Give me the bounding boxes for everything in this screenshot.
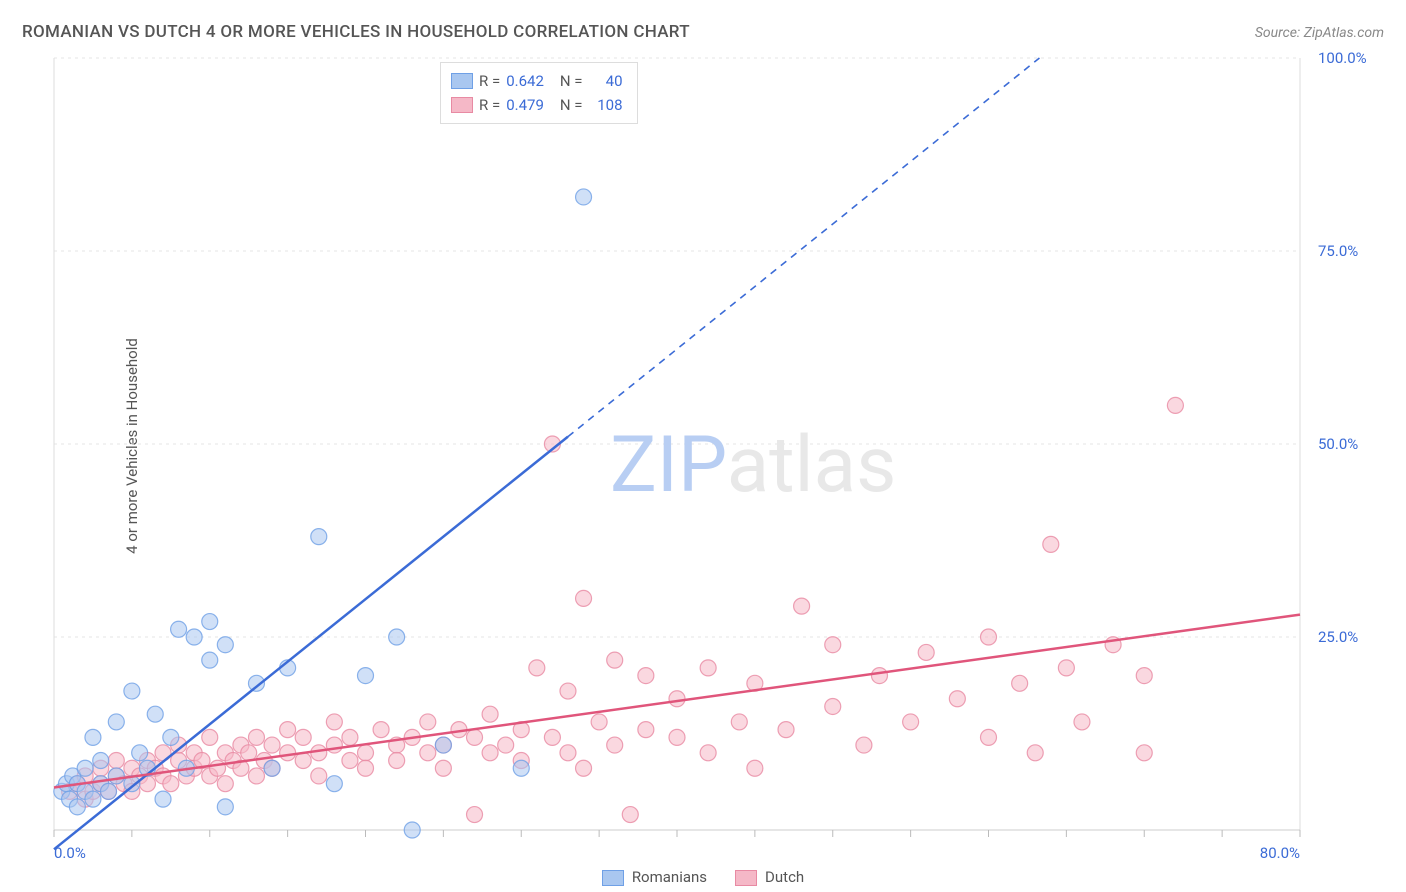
legend-row-romanians: R = 0.642 N = 40 [451,69,623,93]
svg-text:25.0%: 25.0% [1318,628,1358,646]
svg-text:75.0%: 75.0% [1318,242,1358,260]
legend-label-romanians: Romanians [632,868,707,886]
swatch-dutch [735,870,757,886]
n-label: N = [560,96,583,114]
n-value-dutch: 108 [589,96,623,114]
svg-text:80.0%: 80.0% [1260,844,1300,862]
legend-item-dutch: Dutch [735,868,804,886]
legend-item-romanians: Romanians [602,868,707,886]
n-value-romanians: 40 [589,72,623,90]
swatch-dutch [451,97,473,113]
series-legend: Romanians Dutch [0,868,1406,886]
r-value-romanians: 0.642 [506,72,544,90]
r-label: R = [479,72,500,90]
swatch-romanians [602,870,624,886]
scatter-chart: 25.0%50.0%75.0%100.0%0.0%80.0% [0,0,1406,892]
n-label: N = [560,72,583,90]
r-value-dutch: 0.479 [506,96,544,114]
legend-label-dutch: Dutch [765,868,804,886]
correlation-legend: R = 0.642 N = 40 R = 0.479 N = 108 [440,62,638,124]
r-label: R = [479,96,500,114]
svg-text:50.0%: 50.0% [1318,435,1358,453]
svg-text:100.0%: 100.0% [1318,49,1367,67]
legend-row-dutch: R = 0.479 N = 108 [451,93,623,117]
swatch-romanians [451,73,473,89]
